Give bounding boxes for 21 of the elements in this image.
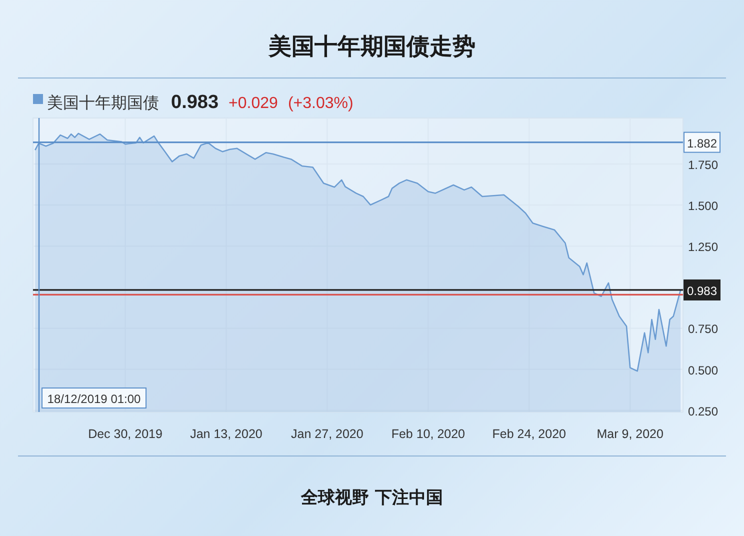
ref-line-label: 0.983 [687,284,718,298]
x-tick-label: Mar 9, 2020 [596,427,664,441]
y-tick-label: 1.500 [688,199,718,214]
y-tick-label: 0.250 [688,404,718,418]
y-tick-label: 0.750 [688,322,718,336]
text: (+3.03%) [288,95,354,112]
x-tick-label: Feb 10, 2020 [391,427,466,441]
ref-line-label: 18/12/2019 01:00 [47,392,142,406]
legend-label: 美国十年期国债 [47,93,159,112]
y-tick-label: 0.500 [688,363,718,378]
text: 全球视野 下注中国 [300,488,443,508]
chart-title: 美国十年期国债走势 [268,33,476,60]
text: 0.983 [171,92,219,113]
ref-line-label: 1.882 [687,136,718,150]
y-tick-label: 1.750 [688,158,718,172]
x-tick-label: Dec 30, 2019 [88,427,162,441]
y-tick-label: 1.250 [688,240,718,254]
text: +0.029 [228,95,278,112]
x-tick-label: Feb 24, 2020 [492,427,566,441]
x-tick-label: Jan 13, 2020 [190,427,262,441]
x-tick-label: Jan 27, 2020 [291,427,364,441]
